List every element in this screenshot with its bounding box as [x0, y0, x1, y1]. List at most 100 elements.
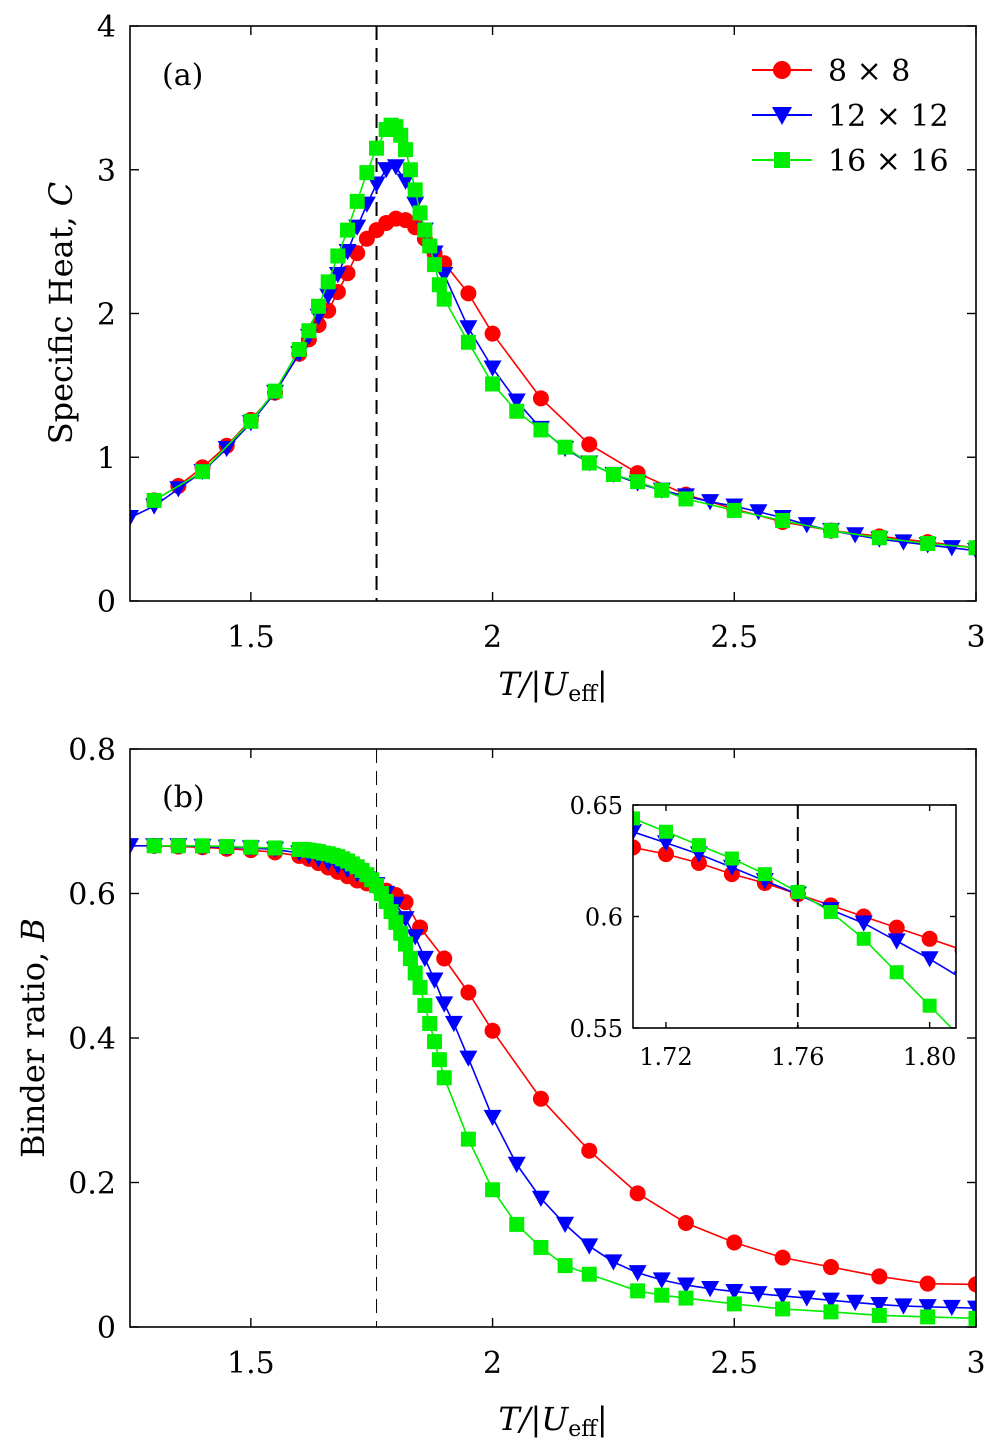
inset-ytick-label: 0.55 — [570, 1015, 623, 1043]
panel-b-ylabel: Binder ratio, B — [14, 918, 52, 1158]
panel-b-point-12x12 — [870, 1296, 889, 1314]
panel-a-point-16x16 — [654, 482, 670, 498]
panel-a-point-16x16 — [349, 193, 365, 209]
inset-series-16x16 — [633, 811, 953, 1028]
panel-b-point-12x12 — [628, 1265, 647, 1282]
legend-marker-16x16 — [774, 152, 790, 168]
panel-a-point-12x12 — [169, 481, 188, 498]
panel-b-point-16x16 — [460, 1131, 476, 1147]
panel-a-tag: (a) — [162, 58, 203, 93]
inset-point-16x16 — [823, 905, 838, 920]
panel-a-point-16x16 — [359, 165, 375, 181]
panel-b-point-12x12 — [435, 996, 454, 1013]
panel-b-point-16x16 — [398, 936, 414, 952]
panel-a-point-12x12 — [396, 173, 415, 190]
inset-ticks: 1.72 1.76 1.80 0.55 0.6 0.65 — [570, 792, 957, 1071]
panel-a-frame — [129, 25, 977, 602]
panel-a-point-16x16 — [320, 274, 336, 290]
panel-b-point-12x12 — [604, 1254, 623, 1271]
panel-a-point-16x16 — [412, 205, 428, 221]
panel-a-ticks: 1.5 2 2.5 3 0 1 2 3 4 — [97, 10, 986, 655]
panel-a-point-16x16 — [460, 334, 476, 350]
panel-b-ytick-label: 0.8 — [68, 733, 116, 768]
inset-ytick-label: 0.65 — [570, 792, 623, 820]
panel-a-point-16x16 — [968, 540, 976, 556]
panel-a-point-16x16 — [431, 277, 447, 293]
inset-point-16x16 — [724, 851, 739, 866]
inset: 1.72 1.76 1.80 0.55 0.6 0.65 — [570, 792, 957, 1071]
panel-b-point-16x16 — [871, 1307, 887, 1323]
panel-b-point-16x16 — [485, 1182, 501, 1198]
legend-label-8x8: 8 × 8 — [828, 54, 910, 89]
inset-point-8x8 — [921, 930, 938, 947]
panel-a-point-16x16 — [823, 523, 839, 539]
panel-b-point-16x16 — [823, 1304, 839, 1320]
panel-a-point-16x16 — [369, 140, 385, 156]
panel-a-point-16x16 — [557, 439, 573, 455]
panel-a-point-16x16 — [871, 530, 887, 546]
panel-a-point-12x12 — [894, 534, 913, 551]
panel-b-point-12x12 — [967, 1300, 976, 1317]
panel-b-point-12x12 — [918, 1299, 937, 1316]
panel-a-ytick-label: 3 — [97, 154, 116, 189]
legend-entry-12x12: 12 × 12 — [752, 99, 949, 134]
panel-a: 1.5 2 2.5 3 0 1 2 3 4 (a) Specific Heat, C T/|Ue… — [42, 10, 986, 707]
panel-a-point-16x16 — [243, 413, 259, 429]
panel-b-point-12x12 — [483, 1109, 502, 1127]
panel-b-point-12x12 — [459, 1050, 478, 1067]
panel-a-point-16x16 — [393, 127, 409, 143]
panel-a-point-16x16 — [330, 248, 346, 264]
panel-a-series-16x16 — [146, 117, 976, 556]
inset-point-16x16 — [856, 931, 871, 946]
panel-b-point-16x16 — [581, 1266, 597, 1282]
inset-point-8x8 — [633, 839, 641, 856]
panel-b-point-12x12 — [676, 1277, 695, 1294]
panel-a-point-12x12 — [459, 320, 478, 337]
panel-b-point-8x8 — [532, 1090, 549, 1107]
panel-b-point-12x12 — [797, 1290, 816, 1307]
panel-a-xtick-label: 2.5 — [710, 620, 758, 655]
panel-b-point-16x16 — [557, 1258, 573, 1274]
panel-a-point-16x16 — [301, 323, 317, 339]
inset-xtick-label: 1.80 — [903, 1043, 956, 1071]
panel-a-point-16x16 — [436, 291, 452, 307]
panel-b-point-16x16 — [431, 1052, 447, 1068]
panel-a-xtick-label: 3 — [966, 620, 985, 655]
panel-a-point-16x16 — [630, 474, 646, 490]
panel-a-point-12x12 — [217, 440, 236, 458]
panel-a-point-16x16 — [267, 383, 283, 399]
panel-b-point-16x16 — [146, 838, 162, 854]
panel-b-point-8x8 — [919, 1275, 936, 1292]
panel-a-point-12x12 — [377, 162, 396, 179]
panel-b-xlabel: T/|Ueff| — [498, 1400, 607, 1442]
panel-b-point-12x12 — [725, 1283, 744, 1301]
panel-b-point-12x12 — [773, 1288, 792, 1305]
panel-a-point-12x12 — [483, 360, 502, 377]
panel-b-point-16x16 — [427, 1034, 443, 1050]
panel-a-point-16x16 — [402, 162, 418, 178]
panel-a-point-16x16 — [678, 491, 694, 507]
legend-label-12x12: 12 × 12 — [828, 99, 949, 134]
panel-a-point-16x16 — [775, 513, 791, 528]
panel-b-ytick-label: 0.6 — [68, 878, 116, 913]
panel-b-point-16x16 — [219, 839, 235, 855]
inset-point-16x16 — [889, 965, 904, 980]
panel-b-point-16x16 — [630, 1283, 646, 1299]
panel-a-point-12x12 — [367, 176, 386, 193]
panel-a-point-16x16 — [605, 467, 621, 482]
panel-b-point-8x8 — [436, 950, 453, 967]
panel-a-point-8x8 — [484, 325, 501, 342]
panel-b: 1.5 2 2.5 3 0 0.2 0.4 0.6 0.8 (b) Binder ratio, … — [14, 733, 986, 1442]
panel-b-ytick-label: 0.2 — [68, 1167, 116, 1202]
panel-b-point-8x8 — [629, 1185, 646, 1202]
panel-b-ytick-label: 0 — [97, 1311, 116, 1346]
panel-a-point-8x8 — [581, 436, 598, 453]
panel-a-ytick-label: 2 — [97, 298, 116, 333]
panel-a-point-16x16 — [726, 502, 742, 518]
panel-b-point-12x12 — [531, 1190, 550, 1207]
panel-a-xtick-label: 2 — [483, 620, 502, 655]
panel-a-point-8x8 — [532, 390, 549, 407]
panel-b-point-16x16 — [243, 839, 259, 855]
panel-b-point-8x8 — [726, 1234, 743, 1251]
